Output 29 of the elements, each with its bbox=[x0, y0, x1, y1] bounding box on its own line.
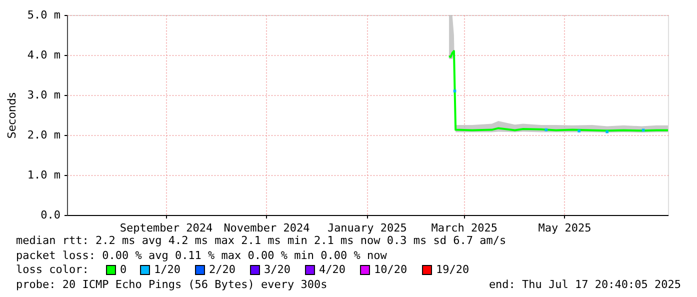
x-tick-label: September 2024 bbox=[120, 222, 214, 234]
x-tick-label: November 2024 bbox=[224, 222, 310, 234]
y-tick-label: 1.0 m bbox=[27, 168, 61, 182]
y-tick-label: 5.0 m bbox=[27, 8, 61, 22]
point bbox=[578, 130, 580, 132]
y-axis-title: Seconds bbox=[5, 92, 18, 139]
point bbox=[606, 130, 608, 134]
legend-label: 1/20 bbox=[154, 263, 180, 276]
y-tick-label: 2.0 m bbox=[27, 128, 61, 142]
legend-label: 0 bbox=[120, 263, 127, 276]
legend-label: 4/20 bbox=[319, 263, 346, 276]
x-tick-label: May 2025 bbox=[538, 222, 592, 234]
point bbox=[544, 128, 548, 132]
x-tick-label: March 2025 bbox=[431, 222, 498, 234]
text: packet loss: 0.00 % avg 0.11 % max 0.00 % min 0.00 % now bbox=[16, 249, 388, 262]
y-tick-label: 4.0 m bbox=[27, 48, 61, 62]
legend-label: 19/20 bbox=[436, 263, 470, 276]
point bbox=[453, 90, 456, 92]
legend-label: 2/20 bbox=[209, 263, 236, 276]
x-tick-label: January 2025 bbox=[327, 222, 407, 234]
legend-title: loss color: bbox=[16, 263, 89, 276]
line-series bbox=[448, 50, 668, 132]
y-tick-label: 3.0 m bbox=[27, 88, 61, 102]
legend-label: 10/20 bbox=[374, 263, 408, 276]
text: probe: 20 ICMP Echo Pings (56 Bytes) every 300s bbox=[16, 278, 328, 291]
text: median rtt: 2.2 ms avg 4.2 ms max 2.1 ms min 2.1 ms now 0.3 ms sd 6.7 am/s bbox=[16, 234, 506, 247]
y-tick-label: 0.0 bbox=[40, 208, 60, 222]
legend-label: 3/20 bbox=[264, 263, 290, 276]
text: end: Thu Jul 17 20:40:05 2025 bbox=[488, 278, 681, 291]
